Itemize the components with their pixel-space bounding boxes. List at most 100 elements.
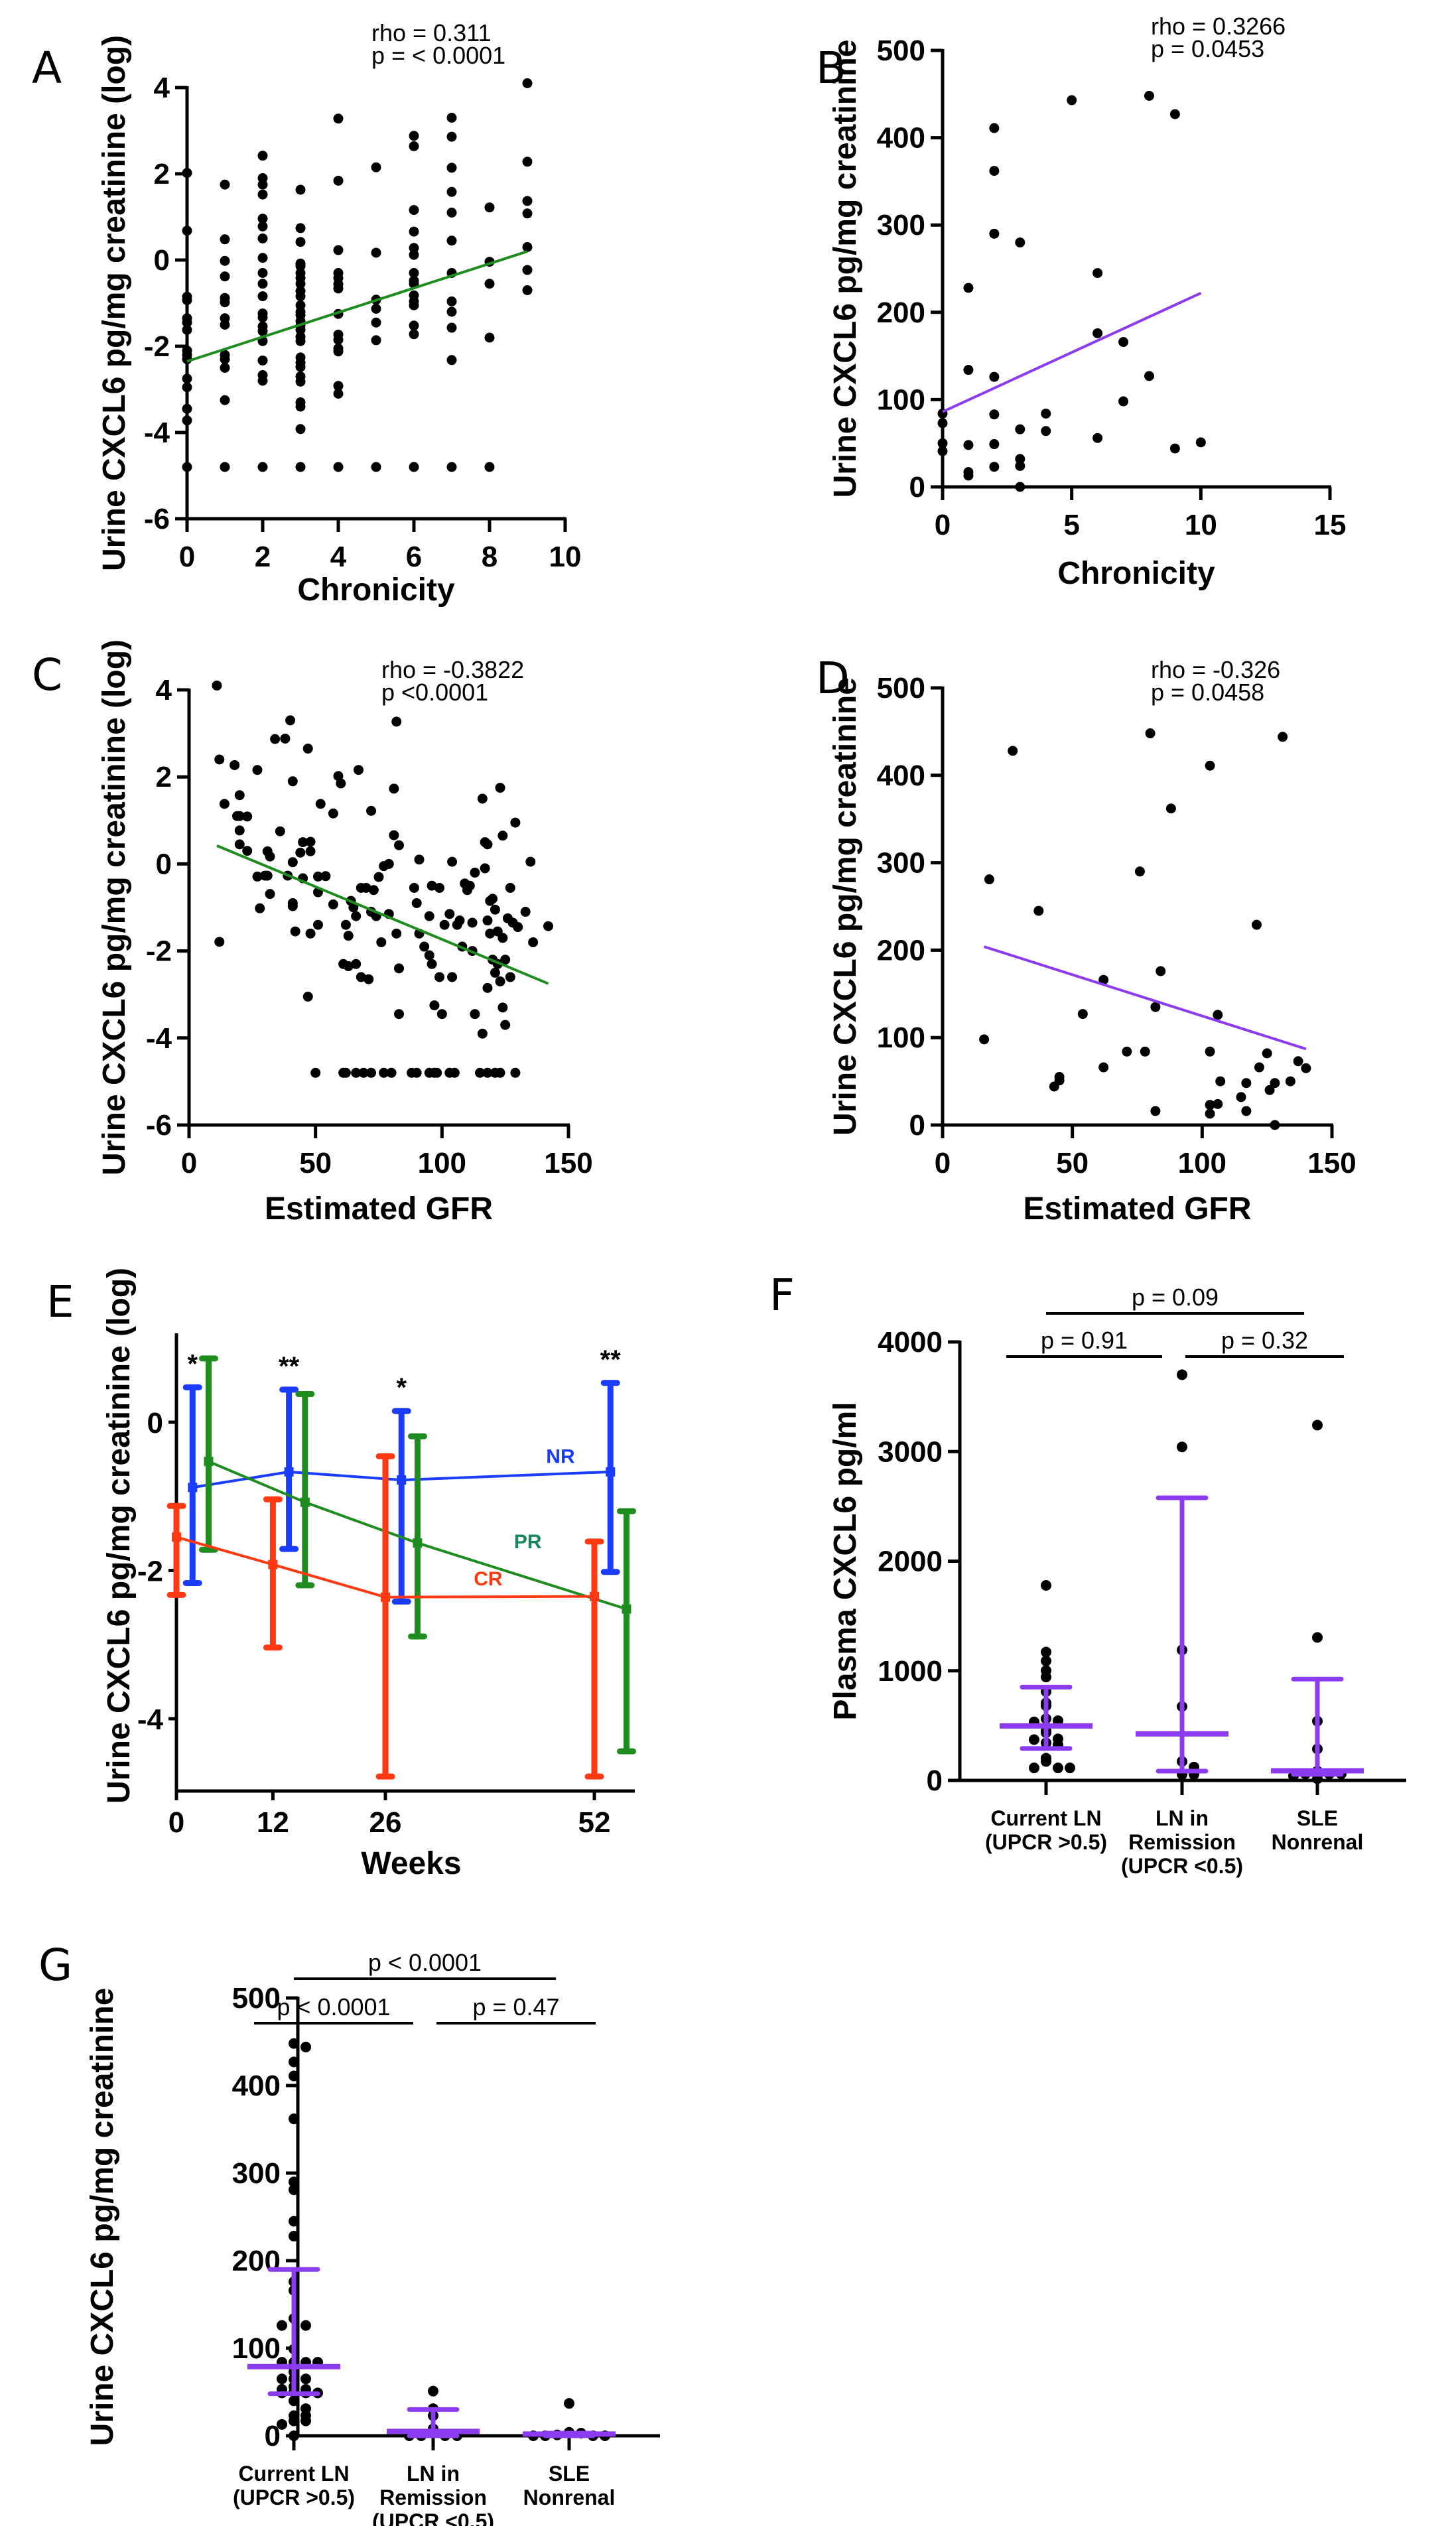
median-marker (606, 1467, 616, 1477)
data-point (371, 247, 381, 258)
x-axis-title: Estimated GFR (1023, 1191, 1251, 1227)
category-label: Current LN (238, 2462, 349, 2486)
data-point (1122, 1046, 1132, 1057)
y-tick-label: 0 (909, 1109, 925, 1142)
data-point (434, 882, 445, 893)
category-label: (UPCR >0.5) (233, 2486, 355, 2509)
y-tick-label: 100 (877, 383, 925, 416)
data-point (522, 157, 533, 167)
series-CR: CR (166, 1453, 604, 1780)
y-tick-label: -6 (146, 1109, 172, 1142)
y-tick-label: 300 (232, 2157, 281, 2190)
data-point (1041, 1655, 1051, 1666)
data-point (1264, 1085, 1275, 1095)
data-point (1150, 1002, 1161, 1012)
data-point (409, 300, 419, 310)
data-point (371, 303, 381, 314)
stat-annotation: p = < 0.0001 (371, 42, 505, 69)
data-point (340, 1067, 351, 1078)
data-point (1205, 1046, 1215, 1057)
data-point (1092, 432, 1103, 443)
data-point (383, 858, 394, 869)
data-point (1262, 1048, 1272, 1059)
panel-letter: A (32, 42, 62, 94)
data-point (1098, 1062, 1109, 1073)
y-axis-title: Urine CXCL6 pg/mg creatinine (85, 1988, 120, 2446)
data-point (371, 162, 381, 172)
data-point (502, 913, 513, 923)
group-2 (1271, 1420, 1364, 1784)
data-point (214, 937, 225, 947)
data-point (289, 2070, 299, 2082)
data-point (446, 131, 457, 142)
median-marker (284, 1467, 294, 1477)
data-point (1150, 1106, 1161, 1116)
data-point (257, 151, 268, 161)
data-point (989, 371, 1000, 382)
data-point (295, 376, 306, 387)
data-point (485, 928, 496, 939)
data-point (376, 937, 387, 947)
category-label: (UPCR <0.5) (1121, 1854, 1243, 1878)
data-point (490, 904, 500, 915)
data-point (1098, 974, 1109, 985)
x-tick-label: 150 (1307, 1147, 1356, 1179)
data-point (220, 363, 230, 373)
data-point (564, 2398, 574, 2409)
data-point (446, 235, 457, 246)
data-point (1029, 1734, 1039, 1745)
data-point (289, 2415, 299, 2426)
stat-annotation: p = 0.0453 (1151, 35, 1264, 62)
data-point (220, 179, 230, 190)
data-point (391, 928, 402, 939)
data-point (364, 974, 374, 984)
data-point (484, 332, 495, 343)
data-point (373, 872, 384, 882)
y-tick-label: 400 (877, 122, 925, 155)
data-point (220, 271, 230, 282)
median-marker (204, 1457, 214, 1467)
data-point (257, 233, 268, 243)
x-axis-title: Chronicity (1057, 556, 1215, 591)
data-point (427, 959, 437, 969)
group-2 (523, 2398, 616, 2441)
data-point (394, 840, 405, 850)
panel-C: C -6 -4 -2 0 2 4 0 50 100 150 Estimated GFR Urine CX… (32, 639, 593, 1227)
data-point (257, 312, 268, 322)
y-tick-label: 0 (154, 244, 170, 277)
y-tick-label: 0 (156, 848, 172, 880)
data-point (333, 389, 344, 399)
data-point (333, 245, 344, 255)
data-point (409, 882, 419, 893)
y-tick-label: 4000 (878, 1326, 943, 1359)
data-point (285, 715, 296, 726)
data-point (343, 961, 354, 972)
data-point (295, 424, 306, 434)
x-tick-label: 0 (181, 1147, 197, 1179)
data-point (1205, 1100, 1215, 1110)
data-point (424, 911, 434, 921)
data-point (340, 919, 351, 930)
data-point (257, 375, 268, 386)
data-point (328, 808, 338, 819)
data-point (394, 1009, 405, 1020)
data-point (275, 826, 285, 836)
median-marker (268, 1560, 278, 1569)
data-point (1301, 1063, 1311, 1073)
x-tick-label: 26 (369, 1806, 402, 1839)
panel-letter: D (816, 653, 850, 704)
y-tick-label: 2 (156, 761, 172, 793)
data-point (234, 811, 245, 821)
y-tick-label: 500 (232, 1982, 281, 2015)
data-point (979, 1034, 990, 1045)
data-point (1205, 760, 1215, 771)
data-point (336, 778, 346, 789)
y-tick-label: 100 (877, 1022, 925, 1054)
data-point (409, 226, 419, 237)
data-point (937, 418, 948, 429)
series-PR: PR (198, 1355, 636, 1755)
data-point (300, 2320, 311, 2331)
data-point (255, 903, 265, 913)
